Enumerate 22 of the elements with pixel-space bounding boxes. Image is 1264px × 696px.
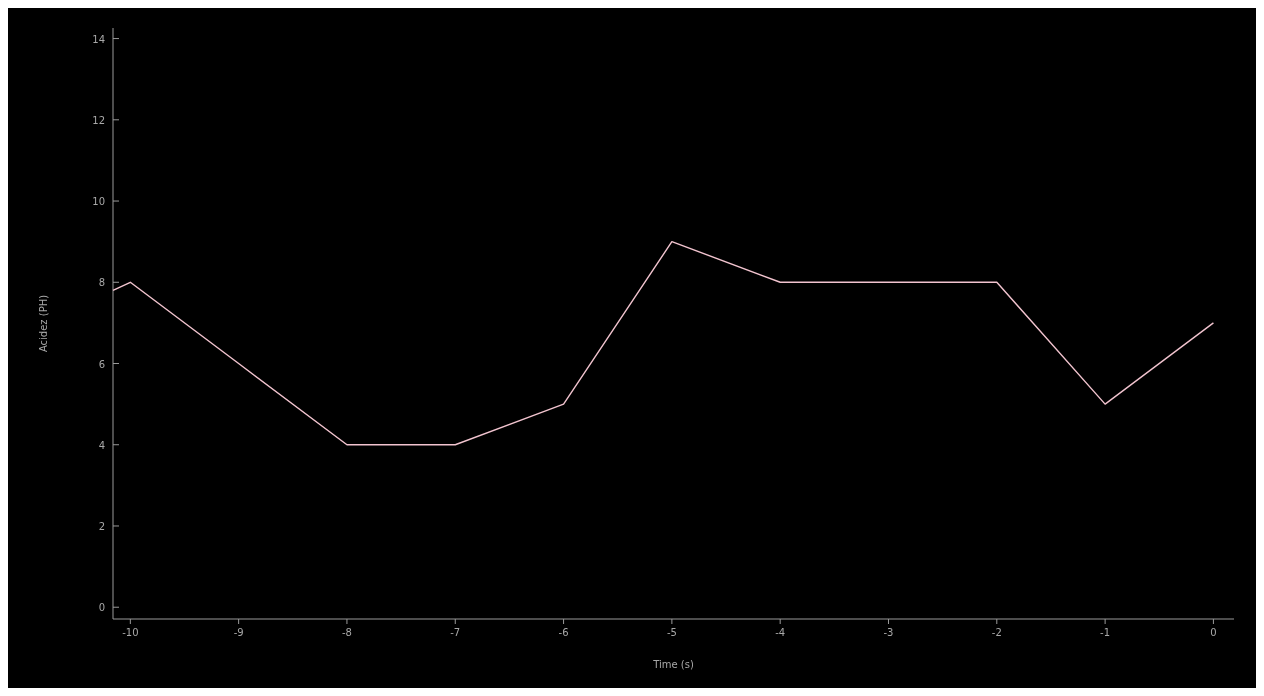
- y-axis-title: Acidez (PH): [38, 294, 49, 353]
- x-axis-title: Time (s): [652, 659, 694, 670]
- y-tick-label: 2: [98, 520, 105, 532]
- x-tick-label: -1: [1100, 627, 1111, 638]
- x-tick-label: -7: [450, 627, 461, 638]
- y-tick-label: 12: [92, 114, 105, 126]
- x-tick-label: -5: [666, 627, 677, 638]
- x-tick-label: -9: [233, 627, 244, 638]
- x-tick-label: -3: [883, 627, 894, 638]
- y-tick-label: 4: [98, 439, 105, 451]
- x-tick-label: -4: [775, 627, 786, 638]
- y-tick-label: 0: [98, 602, 105, 614]
- x-tick-label: 0: [1210, 627, 1217, 638]
- y-tick-label: 14: [92, 33, 105, 45]
- x-tick-label: -6: [558, 627, 569, 638]
- x-tick-label: -8: [341, 627, 352, 638]
- y-tick-label: 10: [92, 196, 105, 208]
- y-tick-label: 8: [98, 277, 105, 289]
- y-tick-label: 6: [98, 358, 105, 370]
- x-tick-label: -10: [122, 627, 139, 638]
- x-tick-label: -2: [991, 627, 1002, 638]
- line-series: [112, 240, 1215, 446]
